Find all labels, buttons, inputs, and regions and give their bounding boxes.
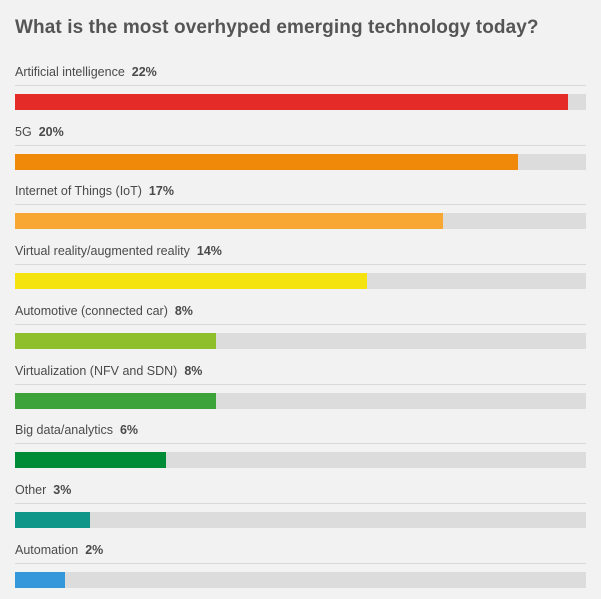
- bar-fill: [15, 511, 90, 528]
- bar-fill: [15, 571, 65, 588]
- row-divider: [15, 562, 586, 564]
- category-label: Big data/analytics: [15, 423, 113, 438]
- row-divider: [15, 204, 586, 206]
- bar-track: [15, 94, 586, 110]
- bar-track: [15, 213, 586, 230]
- bar-track: [15, 273, 586, 290]
- row-divider: [15, 264, 586, 266]
- bar-row: Internet of Things (IoT) 17%: [15, 184, 586, 232]
- row-divider: [15, 443, 586, 445]
- value-label: 14%: [196, 244, 222, 259]
- category-label: Automotive (connected car): [15, 303, 168, 318]
- value-label: 22%: [131, 65, 157, 79]
- bar-track: [15, 392, 586, 409]
- bar-row: Other 3%: [15, 483, 586, 531]
- bar-label: Big data/analytics 6%: [15, 423, 138, 437]
- bar-fill: [15, 213, 443, 230]
- bar-row: Big data/analytics 6%: [15, 423, 586, 471]
- bar-fill: [15, 452, 166, 469]
- bar-label: Internet of Things (IoT) 17%: [15, 184, 174, 198]
- value-label: 3%: [53, 482, 72, 497]
- category-label: Virtual reality/augmented reality: [15, 244, 190, 259]
- value-label: 8%: [184, 363, 203, 378]
- bar-fill: [15, 332, 216, 349]
- bar-fill: [15, 94, 568, 110]
- bar-label: Automotive (connected car) 8%: [15, 304, 193, 318]
- bar-track: [15, 452, 586, 469]
- bar-fill: [15, 273, 367, 290]
- value-label: 20%: [38, 124, 64, 139]
- bar-label: Artificial intelligence 22%: [15, 65, 157, 79]
- value-label: 6%: [119, 423, 139, 438]
- bar-row: Artificial intelligence 22%: [15, 65, 586, 113]
- bar-track: [15, 511, 586, 528]
- bar-fill: [15, 153, 518, 170]
- bar-fill: [15, 392, 216, 409]
- value-label: 2%: [85, 542, 104, 557]
- category-label: Other: [15, 482, 47, 497]
- row-divider: [15, 323, 586, 325]
- bar-label: Virtual reality/augmented reality 14%: [15, 244, 222, 258]
- bar-row: Virtual reality/augmented reality 14%: [15, 244, 586, 292]
- bar-track: [15, 332, 586, 349]
- bar-label: Other 3%: [15, 483, 71, 497]
- bar-label: Virtualization (NFV and SDN) 8%: [15, 364, 202, 378]
- bar-track: [15, 571, 586, 588]
- row-divider: [15, 502, 586, 504]
- bar-label: Automation 2%: [15, 543, 103, 557]
- category-label: Automation: [15, 542, 79, 557]
- row-divider: [15, 85, 586, 86]
- row-divider: [15, 144, 586, 146]
- value-label: 8%: [174, 303, 193, 318]
- bar-row: Automotive (connected car) 8%: [15, 304, 586, 352]
- category-label: Virtualization (NFV and SDN): [15, 363, 178, 378]
- bar-row: Automation 2%: [15, 543, 586, 591]
- category-label: Artificial intelligence: [15, 65, 125, 79]
- bar-row: Virtualization (NFV and SDN) 8%: [15, 364, 586, 412]
- row-divider: [15, 383, 586, 385]
- bar-track: [15, 153, 586, 170]
- category-label: 5G: [15, 124, 32, 139]
- bar-row: 5G 20%: [15, 125, 586, 173]
- category-label: Internet of Things (IoT): [15, 184, 142, 199]
- bar-label: 5G 20%: [15, 125, 64, 139]
- chart-title: What is the most overhyped emerging tech…: [15, 17, 539, 38]
- value-label: 17%: [148, 184, 174, 199]
